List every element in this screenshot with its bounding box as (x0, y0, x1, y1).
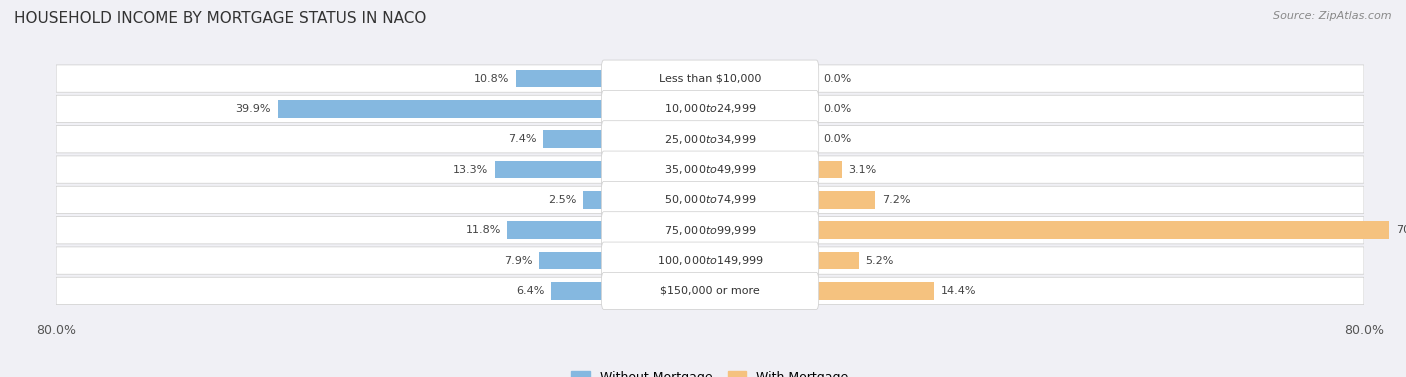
Legend: Without Mortgage, With Mortgage: Without Mortgage, With Mortgage (571, 371, 849, 377)
FancyBboxPatch shape (56, 277, 1364, 305)
Text: 70.1%: 70.1% (1396, 225, 1406, 235)
FancyBboxPatch shape (56, 247, 1364, 274)
Bar (817, 252, 859, 269)
FancyBboxPatch shape (602, 151, 818, 188)
Text: $75,000 to $99,999: $75,000 to $99,999 (664, 224, 756, 237)
Text: 11.8%: 11.8% (465, 225, 501, 235)
Text: 0.0%: 0.0% (823, 74, 851, 84)
Text: 0.0%: 0.0% (823, 134, 851, 144)
FancyBboxPatch shape (602, 181, 818, 218)
Text: 0.0%: 0.0% (823, 104, 851, 114)
Bar (516, 70, 603, 87)
Text: 14.4%: 14.4% (941, 286, 976, 296)
FancyBboxPatch shape (56, 126, 1364, 153)
Text: 5.2%: 5.2% (865, 256, 894, 265)
Text: $100,000 to $149,999: $100,000 to $149,999 (657, 254, 763, 267)
FancyBboxPatch shape (56, 65, 1364, 92)
Text: HOUSEHOLD INCOME BY MORTGAGE STATUS IN NACO: HOUSEHOLD INCOME BY MORTGAGE STATUS IN N… (14, 11, 426, 26)
Text: 13.3%: 13.3% (453, 165, 488, 175)
FancyBboxPatch shape (56, 186, 1364, 213)
Text: Less than $10,000: Less than $10,000 (659, 74, 761, 84)
FancyBboxPatch shape (602, 242, 818, 279)
FancyBboxPatch shape (56, 156, 1364, 183)
Text: Source: ZipAtlas.com: Source: ZipAtlas.com (1274, 11, 1392, 21)
Text: 3.1%: 3.1% (848, 165, 876, 175)
Bar (551, 282, 603, 300)
Bar (543, 130, 603, 148)
Bar (495, 161, 603, 178)
Text: $35,000 to $49,999: $35,000 to $49,999 (664, 163, 756, 176)
Bar (278, 100, 603, 118)
Text: 6.4%: 6.4% (516, 286, 546, 296)
Text: 7.4%: 7.4% (509, 134, 537, 144)
Text: 2.5%: 2.5% (548, 195, 576, 205)
Bar (817, 282, 934, 300)
Bar (583, 191, 603, 209)
FancyBboxPatch shape (602, 60, 818, 97)
Text: $150,000 or more: $150,000 or more (661, 286, 759, 296)
FancyBboxPatch shape (602, 121, 818, 158)
Text: $50,000 to $74,999: $50,000 to $74,999 (664, 193, 756, 206)
Text: 7.2%: 7.2% (882, 195, 910, 205)
Text: $25,000 to $34,999: $25,000 to $34,999 (664, 133, 756, 146)
Text: 39.9%: 39.9% (236, 104, 271, 114)
Bar (817, 191, 875, 209)
FancyBboxPatch shape (602, 90, 818, 127)
FancyBboxPatch shape (56, 216, 1364, 244)
Bar (540, 252, 603, 269)
FancyBboxPatch shape (602, 273, 818, 310)
FancyBboxPatch shape (56, 95, 1364, 123)
Text: 10.8%: 10.8% (474, 74, 509, 84)
FancyBboxPatch shape (602, 212, 818, 249)
Text: 7.9%: 7.9% (505, 256, 533, 265)
Text: $10,000 to $24,999: $10,000 to $24,999 (664, 103, 756, 115)
Bar (817, 161, 842, 178)
Bar (508, 221, 603, 239)
Bar (817, 221, 1389, 239)
